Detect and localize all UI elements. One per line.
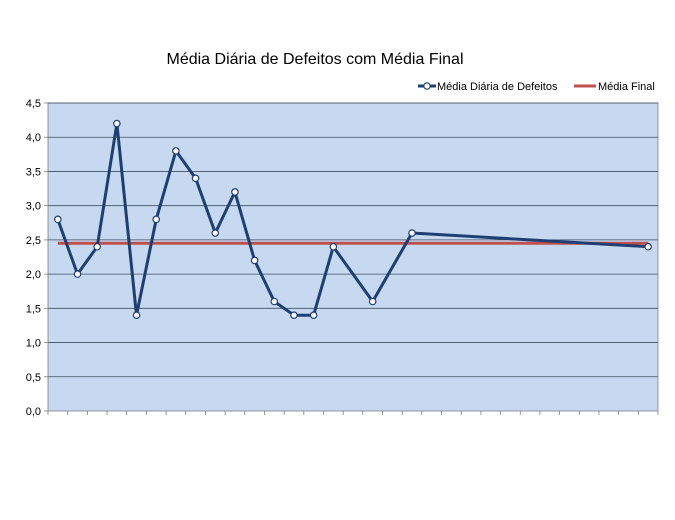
data-point	[408, 229, 416, 237]
data-point	[132, 311, 141, 319]
y-tick-label: 3,5	[26, 166, 41, 178]
y-tick-label: 0,0	[26, 406, 41, 418]
data-point	[644, 242, 652, 251]
y-tick-label: 0,5	[26, 372, 41, 384]
data-point	[73, 270, 82, 278]
data-point	[231, 188, 239, 196]
data-point	[152, 215, 161, 224]
data-point	[270, 297, 279, 306]
legend: Média Diária de Defeitos Média Final	[418, 81, 655, 93]
data-point	[211, 229, 220, 237]
plot-area	[47, 102, 659, 412]
data-point	[368, 297, 377, 306]
data-point	[329, 242, 338, 251]
y-tick-label: 1,5	[26, 303, 41, 315]
series-layer	[54, 119, 652, 319]
legend-average-label: Média Final	[598, 81, 655, 93]
chart-title: Média Diária de Defeitos com Média Final	[166, 51, 463, 68]
legend-series-label: Média Diária de Defeitos	[437, 81, 558, 93]
data-point	[54, 215, 62, 224]
data-point	[191, 174, 200, 183]
data-point	[172, 147, 180, 155]
series-line	[56, 122, 649, 317]
data-point	[93, 242, 101, 251]
y-tick-label: 2,0	[26, 269, 41, 281]
y-tick-label: 4,5	[26, 98, 41, 110]
data-point	[113, 119, 121, 128]
legend-series-marker	[423, 82, 431, 90]
y-tick-label: 1,0	[26, 338, 41, 350]
data-point	[309, 311, 318, 319]
y-tick-label: 4,0	[26, 132, 41, 144]
y-tick-label: 3,0	[26, 201, 41, 213]
x-axis-ticks	[47, 411, 659, 415]
y-tick-label: 2,5	[26, 235, 41, 247]
data-point	[290, 311, 298, 319]
y-axis-ticks: 0,0 0,5 1,0 1,5 2,0 2,5 3,0 3,5 4,0 4,5	[26, 98, 48, 418]
data-point	[250, 256, 259, 265]
